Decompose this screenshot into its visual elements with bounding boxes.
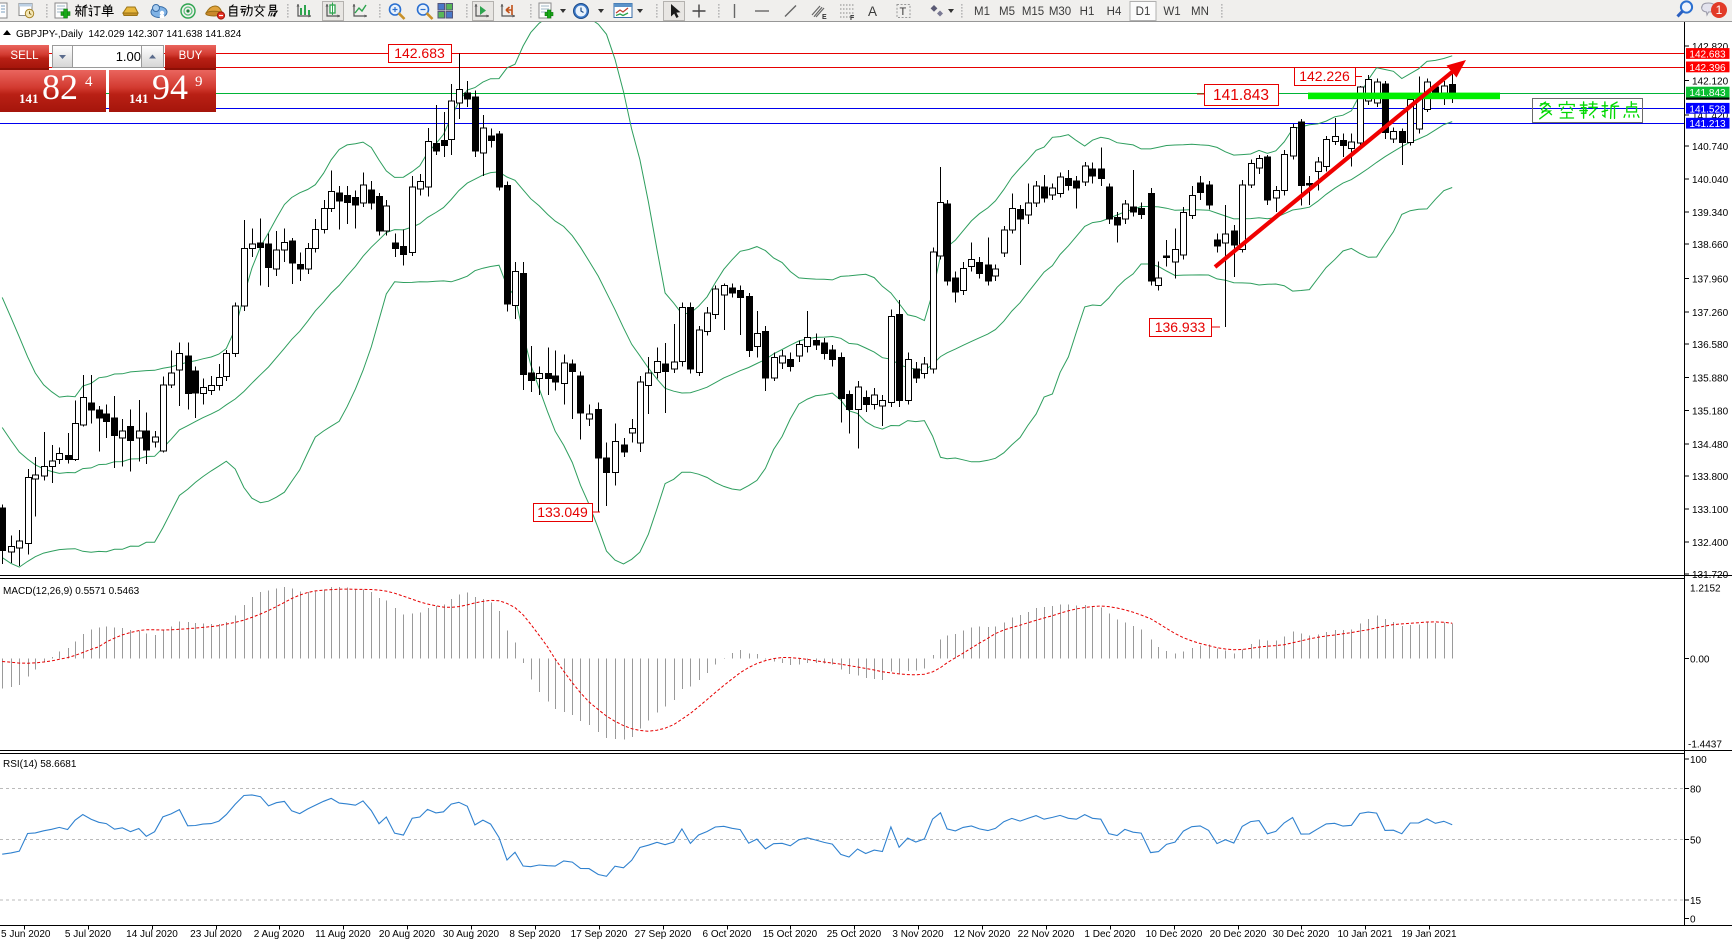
- svg-text:W1: W1: [1163, 6, 1180, 18]
- svg-text:133.100: 133.100: [1692, 505, 1729, 516]
- svg-text:2 Aug 2020: 2 Aug 2020: [254, 929, 305, 940]
- svg-text:15: 15: [1690, 896, 1702, 907]
- svg-text:M1: M1: [974, 6, 990, 18]
- svg-text:GBPJPY-,Daily 142.029 142.307: GBPJPY-,Daily 142.029 142.307 141.638 14…: [16, 29, 242, 40]
- svg-text:3 Nov 2020: 3 Nov 2020: [892, 929, 944, 940]
- svg-text:142.820: 142.820: [1692, 42, 1729, 53]
- svg-text:142.396: 142.396: [1689, 63, 1726, 74]
- svg-text:H4: H4: [1107, 6, 1122, 18]
- svg-text:80: 80: [1690, 785, 1702, 796]
- svg-text:25 Oct 2020: 25 Oct 2020: [827, 929, 882, 940]
- svg-text:20 Aug 2020: 20 Aug 2020: [379, 929, 436, 940]
- svg-text:134.480: 134.480: [1692, 440, 1729, 451]
- svg-text:141.843: 141.843: [1213, 87, 1269, 104]
- svg-text:30 Dec 2020: 30 Dec 2020: [1273, 929, 1330, 940]
- svg-text:8 Sep 2020: 8 Sep 2020: [509, 929, 561, 940]
- svg-text:1.2152: 1.2152: [1690, 584, 1721, 595]
- svg-text:142.683: 142.683: [1689, 50, 1726, 61]
- svg-text:30 Aug 2020: 30 Aug 2020: [443, 929, 500, 940]
- svg-text:20 Dec 2020: 20 Dec 2020: [1210, 929, 1267, 940]
- svg-text:138.660: 138.660: [1692, 240, 1729, 251]
- svg-text:22 Nov 2020: 22 Nov 2020: [1018, 929, 1075, 940]
- svg-text:141.420: 141.420: [1692, 111, 1729, 122]
- svg-text:0: 0: [1690, 915, 1696, 926]
- svg-text:-1.4437: -1.4437: [1688, 740, 1722, 751]
- svg-text:50: 50: [1690, 836, 1702, 847]
- svg-text:1: 1: [1716, 3, 1723, 17]
- svg-text:135.880: 135.880: [1692, 373, 1729, 384]
- svg-text:133.049: 133.049: [537, 504, 588, 520]
- svg-text:H1: H1: [1080, 6, 1095, 18]
- svg-text:5 Jun 2020: 5 Jun 2020: [1, 929, 51, 940]
- svg-text:27 Sep 2020: 27 Sep 2020: [635, 929, 692, 940]
- svg-text:136.933: 136.933: [1155, 319, 1206, 335]
- svg-text:M15: M15: [1022, 6, 1044, 18]
- svg-text:15 Oct 2020: 15 Oct 2020: [763, 929, 818, 940]
- svg-text:5 Jul 2020: 5 Jul 2020: [65, 929, 112, 940]
- svg-text:23 Jul 2020: 23 Jul 2020: [190, 929, 242, 940]
- svg-text:E: E: [822, 14, 827, 21]
- svg-text:140.740: 140.740: [1692, 142, 1729, 153]
- svg-text:19 Jan 2021: 19 Jan 2021: [1401, 929, 1456, 940]
- svg-text:140.040: 140.040: [1692, 175, 1729, 186]
- svg-text:141.528: 141.528: [1689, 104, 1726, 115]
- svg-text:MACD(12,26,9) 0.5571 0.5463: MACD(12,26,9) 0.5571 0.5463: [3, 586, 140, 597]
- svg-text:132.400: 132.400: [1692, 538, 1729, 549]
- svg-text:RSI(14) 58.6681: RSI(14) 58.6681: [3, 759, 77, 770]
- svg-text:137.960: 137.960: [1692, 274, 1729, 285]
- svg-text:T: T: [900, 6, 907, 18]
- svg-text:14 Jul 2020: 14 Jul 2020: [126, 929, 178, 940]
- svg-text:11 Aug 2020: 11 Aug 2020: [315, 929, 371, 940]
- svg-text:142.120: 142.120: [1692, 77, 1729, 88]
- svg-text:MN: MN: [1191, 6, 1209, 18]
- svg-text:12 Nov 2020: 12 Nov 2020: [954, 929, 1011, 940]
- svg-text:142.683: 142.683: [394, 45, 445, 61]
- svg-text:142.226: 142.226: [1299, 68, 1350, 84]
- svg-text:10 Jan 2021: 10 Jan 2021: [1337, 929, 1392, 940]
- svg-text:F: F: [850, 15, 855, 22]
- svg-text:141.213: 141.213: [1689, 119, 1726, 130]
- svg-text:133.800: 133.800: [1692, 472, 1729, 483]
- svg-text:1 Dec 2020: 1 Dec 2020: [1084, 929, 1136, 940]
- svg-text:135.180: 135.180: [1692, 406, 1729, 417]
- svg-text:139.340: 139.340: [1692, 208, 1729, 219]
- svg-text:M30: M30: [1049, 6, 1071, 18]
- svg-text:17 Sep 2020: 17 Sep 2020: [571, 929, 628, 940]
- svg-text:131.720: 131.720: [1692, 570, 1729, 581]
- svg-text:137.260: 137.260: [1692, 308, 1729, 319]
- svg-text:141.843: 141.843: [1689, 88, 1726, 99]
- svg-text:10 Dec 2020: 10 Dec 2020: [1146, 929, 1203, 940]
- svg-text:100: 100: [1690, 755, 1707, 766]
- svg-text:D1: D1: [1136, 6, 1151, 18]
- svg-text:M5: M5: [999, 6, 1015, 18]
- svg-text:136.580: 136.580: [1692, 340, 1729, 351]
- svg-text:0.00: 0.00: [1690, 655, 1710, 666]
- svg-text:A: A: [868, 4, 877, 19]
- svg-text:6 Oct 2020: 6 Oct 2020: [703, 929, 752, 940]
